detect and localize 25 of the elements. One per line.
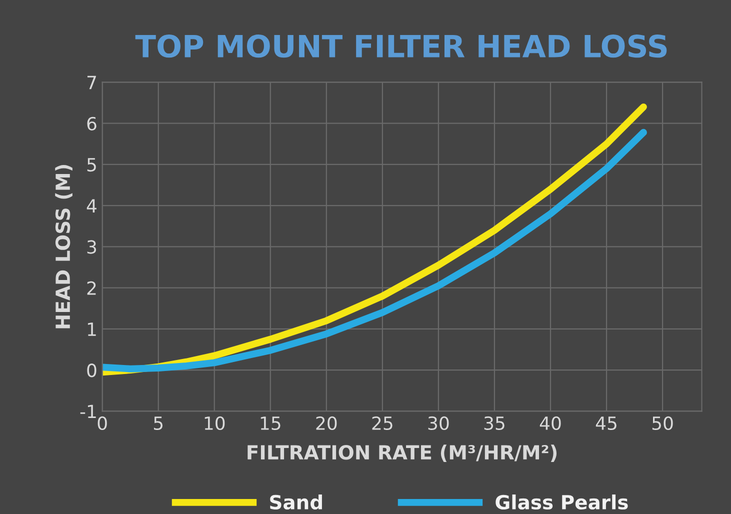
- x-tick-label: 45: [596, 416, 616, 430]
- x-tick-label: 15: [260, 416, 280, 430]
- legend-label: Glass Pearls: [496, 494, 628, 510]
- y-tick-label: 4: [86, 199, 96, 212]
- y-tick-label: 6: [87, 116, 96, 130]
- x-axis-title: FILTRATION RATE (M³/HR/M²): [248, 444, 557, 462]
- y-tick-label: 1: [88, 322, 96, 336]
- x-tick-label: 30: [428, 416, 449, 430]
- x-tick-label: 5: [154, 416, 163, 430]
- x-tick-label: 20: [316, 416, 337, 430]
- y-tick-label: 0: [87, 364, 96, 378]
- x-tick-label: 50: [652, 416, 673, 430]
- legend-label: Sand: [270, 494, 322, 510]
- y-tick-label: 2: [87, 281, 96, 295]
- x-tick-label: 10: [204, 416, 225, 430]
- y-tick-label: -1: [80, 404, 96, 418]
- x-tick-label: 25: [372, 416, 392, 430]
- chart-title: TOP MOUNT FILTER HEAD LOSS: [135, 34, 667, 58]
- x-tick-label: 0: [98, 416, 107, 430]
- x-tick-label: 35: [484, 416, 504, 430]
- x-tick-label: 40: [540, 416, 561, 430]
- y-axis-title: HEAD LOSS (M): [55, 165, 72, 328]
- y-tick-label: 5: [87, 158, 96, 172]
- y-tick-label: 7: [87, 76, 96, 90]
- y-tick-label: 3: [87, 240, 96, 254]
